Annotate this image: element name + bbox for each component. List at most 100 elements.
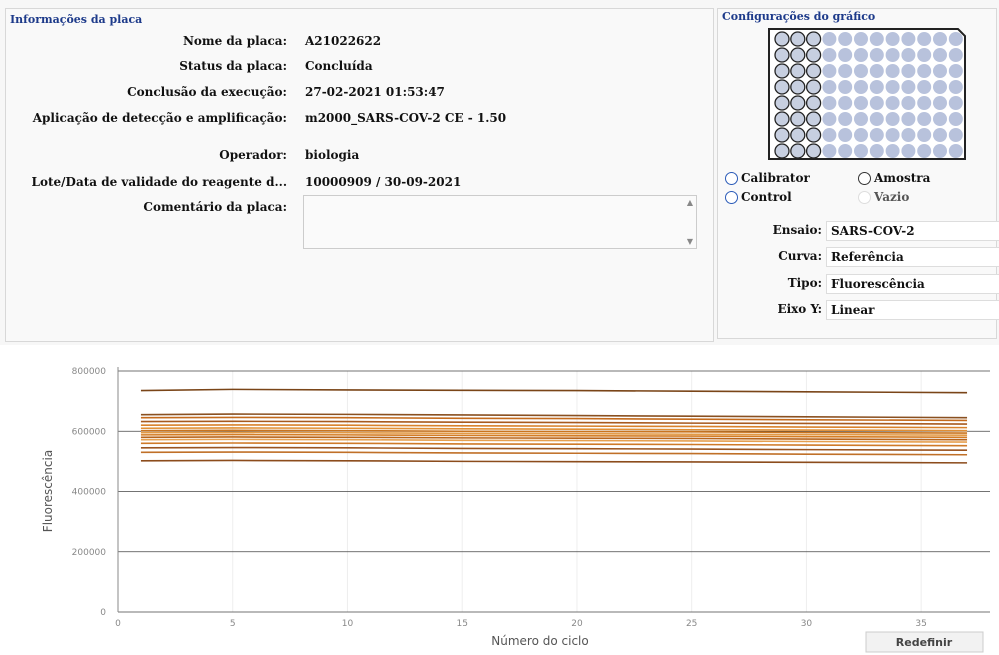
x-tick-label: 30 [801, 619, 813, 629]
field-label: Operador: [0, 148, 287, 162]
field-label: Conclusão da execução: [0, 85, 287, 99]
comment-label: Comentário da placa: [0, 200, 287, 214]
radio-label[interactable]: Control [741, 190, 792, 204]
well [775, 128, 789, 142]
well [870, 128, 884, 142]
y-axis-label: Fluorescência [41, 450, 55, 532]
radio-button[interactable] [725, 172, 738, 185]
comment-box[interactable]: ▲ ▼ [303, 195, 697, 249]
well [886, 96, 900, 110]
well [807, 128, 821, 142]
radio-label[interactable]: Calibrator [741, 171, 810, 185]
well [854, 96, 868, 110]
series-line [141, 389, 967, 392]
radio-label[interactable]: Vazio [874, 190, 909, 204]
well [807, 48, 821, 62]
well [822, 32, 836, 46]
field-value: Concluída [305, 59, 373, 73]
radio-button[interactable] [725, 191, 738, 204]
page: Informações da placa Nome da placa:A2102… [0, 0, 999, 655]
well [822, 128, 836, 142]
well [949, 80, 963, 94]
well [870, 144, 884, 158]
well [870, 112, 884, 126]
radio-label[interactable]: Amostra [874, 171, 930, 185]
y-tick-label: 600000 [72, 427, 107, 437]
field-label: Nome da placa: [0, 34, 287, 48]
well [870, 80, 884, 94]
well [775, 48, 789, 62]
well [791, 48, 805, 62]
dropdown[interactable]: Linear [826, 300, 999, 320]
x-tick-label: 15 [456, 619, 467, 629]
dropdown[interactable]: SARS-COV-2 [826, 221, 999, 241]
well [870, 48, 884, 62]
field-label: Lote/Data de validade do reagente d... [0, 175, 287, 189]
well [933, 32, 947, 46]
dropdown-label: Ensaio: [532, 223, 822, 237]
radio-button[interactable] [858, 172, 871, 185]
well [901, 96, 915, 110]
radio-button[interactable] [858, 191, 871, 204]
well [807, 80, 821, 94]
well [949, 96, 963, 110]
well [933, 96, 947, 110]
plate-map[interactable] [766, 26, 968, 162]
well [949, 32, 963, 46]
well [775, 112, 789, 126]
series-line [141, 417, 967, 420]
well [870, 96, 884, 110]
x-tick-label: 0 [115, 619, 121, 629]
scroll-up[interactable]: ▲ [687, 198, 693, 207]
well [838, 112, 852, 126]
dropdown-label: Curva: [532, 249, 822, 263]
well [917, 144, 931, 158]
scroll-down[interactable]: ▼ [687, 237, 693, 246]
well [822, 80, 836, 94]
well [775, 32, 789, 46]
well [933, 64, 947, 78]
well [807, 144, 821, 158]
field-value: 10000909 / 30-09-2021 [305, 175, 461, 189]
dropdown[interactable]: Fluorescência [826, 274, 999, 294]
well [917, 64, 931, 78]
well [775, 64, 789, 78]
panel-title: Configurações do gráfico [722, 10, 875, 23]
well [854, 80, 868, 94]
x-tick-label: 20 [571, 619, 583, 629]
well [791, 144, 805, 158]
well [791, 112, 805, 126]
well [933, 48, 947, 62]
well [854, 32, 868, 46]
field-value: A21022622 [305, 34, 381, 48]
well [933, 128, 947, 142]
well [949, 128, 963, 142]
well [917, 96, 931, 110]
series-line [141, 452, 967, 455]
x-tick-label: 5 [230, 619, 236, 629]
well [807, 32, 821, 46]
reset-button-label[interactable]: Redefinir [896, 636, 953, 649]
field-value: m2000_SARS-COV-2 CE - 1.50 [305, 111, 506, 125]
series-line [141, 443, 967, 446]
well [933, 144, 947, 158]
dropdown[interactable]: Referência [826, 247, 999, 267]
well [949, 144, 963, 158]
well [917, 112, 931, 126]
well [854, 48, 868, 62]
y-tick-label: 200000 [72, 548, 107, 558]
well [854, 144, 868, 158]
well [807, 96, 821, 110]
x-tick-label: 25 [686, 619, 697, 629]
well [807, 64, 821, 78]
well [901, 32, 915, 46]
well [838, 128, 852, 142]
well [791, 96, 805, 110]
well [901, 128, 915, 142]
well [791, 80, 805, 94]
field-value: 27-02-2021 01:53:47 [305, 85, 445, 99]
well [838, 48, 852, 62]
well [854, 64, 868, 78]
well [949, 112, 963, 126]
well [886, 144, 900, 158]
